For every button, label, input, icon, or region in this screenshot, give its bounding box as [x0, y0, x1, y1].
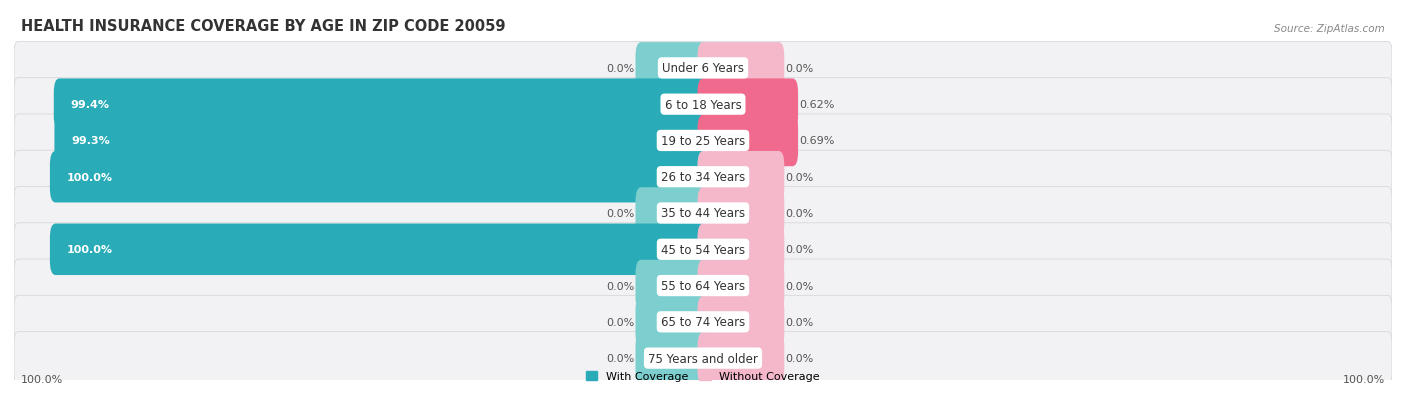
FancyBboxPatch shape [697, 115, 799, 167]
Text: 75 Years and older: 75 Years and older [648, 352, 758, 365]
Text: 0.0%: 0.0% [786, 64, 814, 74]
FancyBboxPatch shape [55, 115, 709, 167]
FancyBboxPatch shape [14, 259, 1392, 312]
FancyBboxPatch shape [14, 78, 1392, 131]
FancyBboxPatch shape [636, 332, 709, 384]
Text: 26 to 34 Years: 26 to 34 Years [661, 171, 745, 184]
Text: 45 to 54 Years: 45 to 54 Years [661, 243, 745, 256]
FancyBboxPatch shape [49, 152, 709, 203]
Text: 0.0%: 0.0% [606, 64, 634, 74]
Text: 6 to 18 Years: 6 to 18 Years [665, 98, 741, 112]
Text: 55 to 64 Years: 55 to 64 Years [661, 279, 745, 292]
FancyBboxPatch shape [14, 151, 1392, 204]
FancyBboxPatch shape [697, 260, 785, 311]
Text: 0.0%: 0.0% [786, 172, 814, 182]
FancyBboxPatch shape [697, 152, 785, 203]
FancyBboxPatch shape [636, 43, 709, 95]
FancyBboxPatch shape [697, 224, 785, 275]
FancyBboxPatch shape [636, 260, 709, 311]
FancyBboxPatch shape [697, 332, 785, 384]
Text: 0.0%: 0.0% [606, 209, 634, 218]
FancyBboxPatch shape [636, 297, 709, 348]
Text: 99.3%: 99.3% [70, 136, 110, 146]
FancyBboxPatch shape [697, 188, 785, 239]
FancyBboxPatch shape [14, 332, 1392, 385]
Text: HEALTH INSURANCE COVERAGE BY AGE IN ZIP CODE 20059: HEALTH INSURANCE COVERAGE BY AGE IN ZIP … [21, 19, 505, 34]
Text: 100.0%: 100.0% [66, 172, 112, 182]
Text: 0.0%: 0.0% [606, 353, 634, 363]
Text: 99.4%: 99.4% [70, 100, 110, 110]
Text: Source: ZipAtlas.com: Source: ZipAtlas.com [1274, 24, 1385, 34]
Text: 0.0%: 0.0% [606, 317, 634, 327]
Text: 100.0%: 100.0% [1343, 374, 1385, 384]
FancyBboxPatch shape [697, 297, 785, 348]
Legend: With Coverage, Without Coverage: With Coverage, Without Coverage [586, 371, 820, 382]
FancyBboxPatch shape [14, 296, 1392, 349]
Text: 0.0%: 0.0% [606, 281, 634, 291]
FancyBboxPatch shape [14, 115, 1392, 168]
Text: 0.69%: 0.69% [800, 136, 835, 146]
FancyBboxPatch shape [14, 42, 1392, 95]
Text: 0.0%: 0.0% [786, 281, 814, 291]
Text: 0.62%: 0.62% [800, 100, 835, 110]
Text: 35 to 44 Years: 35 to 44 Years [661, 207, 745, 220]
Text: 65 to 74 Years: 65 to 74 Years [661, 316, 745, 328]
Text: 0.0%: 0.0% [786, 353, 814, 363]
Text: 0.0%: 0.0% [786, 244, 814, 255]
Text: 19 to 25 Years: 19 to 25 Years [661, 135, 745, 147]
Text: 0.0%: 0.0% [786, 317, 814, 327]
Text: 100.0%: 100.0% [21, 374, 63, 384]
FancyBboxPatch shape [53, 79, 709, 131]
FancyBboxPatch shape [697, 43, 785, 95]
FancyBboxPatch shape [697, 79, 799, 131]
FancyBboxPatch shape [14, 187, 1392, 240]
Text: 0.0%: 0.0% [786, 209, 814, 218]
FancyBboxPatch shape [14, 223, 1392, 276]
FancyBboxPatch shape [49, 224, 709, 275]
FancyBboxPatch shape [636, 188, 709, 239]
Text: 100.0%: 100.0% [66, 244, 112, 255]
Text: Under 6 Years: Under 6 Years [662, 62, 744, 75]
